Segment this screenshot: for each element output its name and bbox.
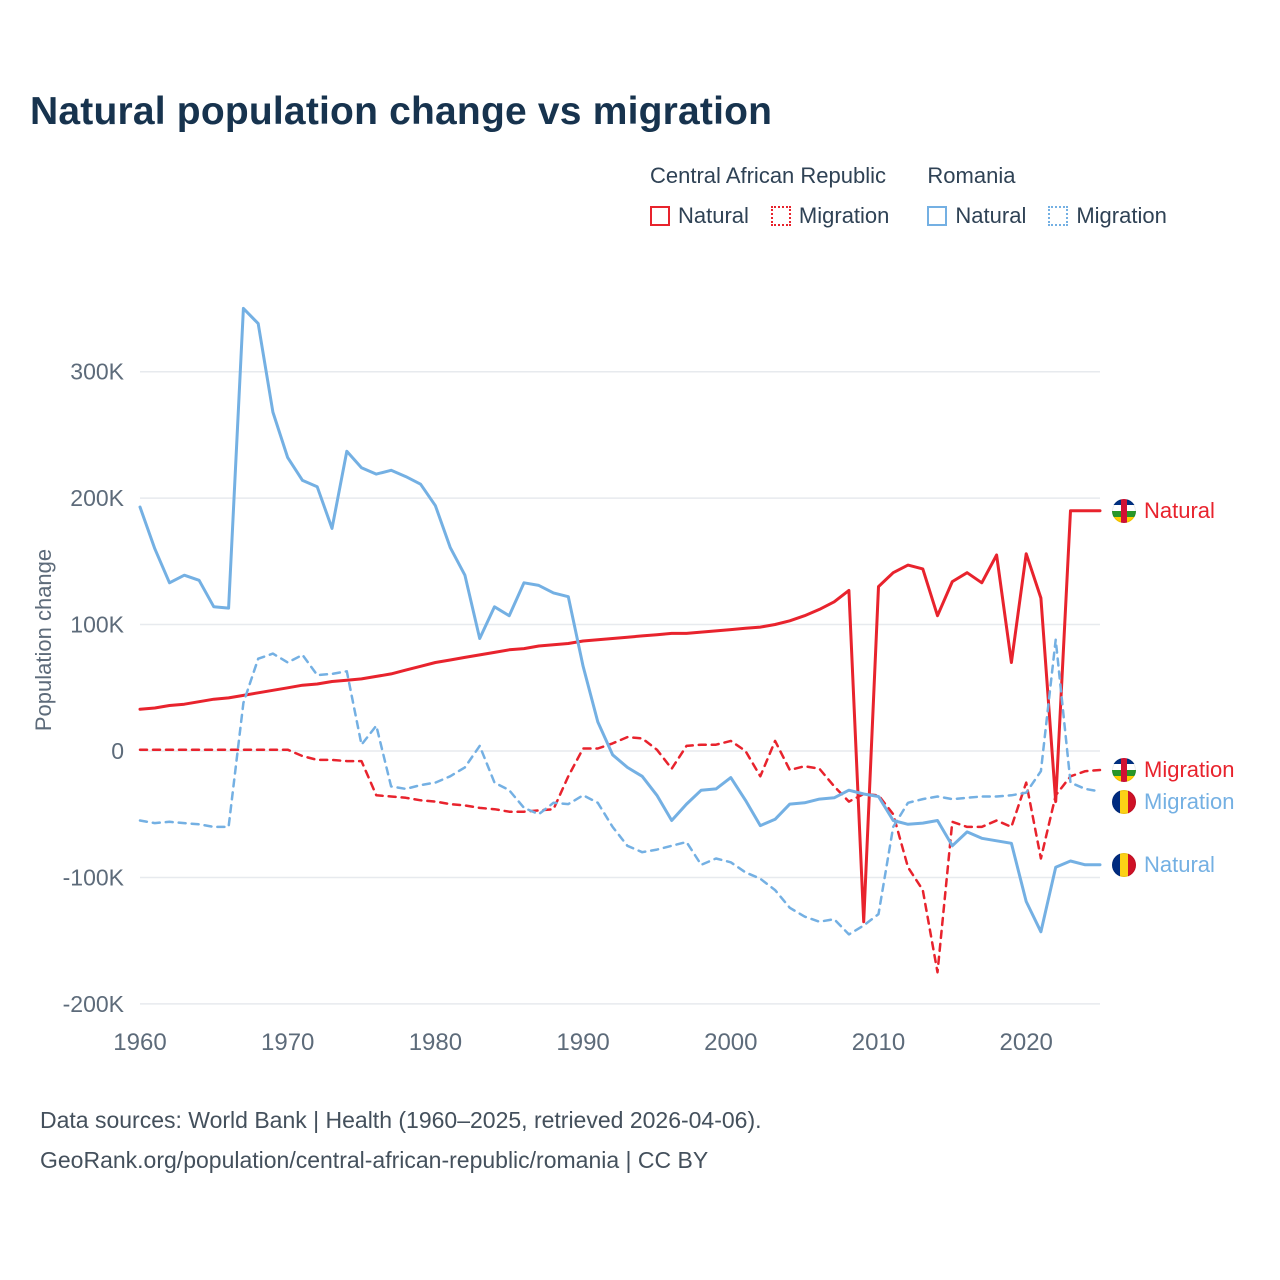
y-tick-label: 300K [70, 359, 124, 385]
end-label-text: Natural [1144, 852, 1215, 877]
x-tick-label: 2020 [1000, 1029, 1053, 1056]
legend-item-label: Migration [798, 203, 890, 228]
legend: Central African Republic Natural Migrati… [650, 163, 1167, 229]
flag-romania-icon [1112, 853, 1136, 877]
legend-group-central-african-republic: Central African Republic Natural Migrati… [650, 163, 889, 229]
x-tick-label: 1970 [261, 1029, 314, 1056]
x-tick-label: 1990 [556, 1029, 609, 1056]
legend-country-label: Central African Republic [650, 163, 887, 188]
y-tick-label: 100K [70, 612, 124, 638]
x-tick-label: 1960 [113, 1029, 166, 1056]
end-label-text: Natural [1144, 498, 1215, 523]
y-tick-label: 200K [70, 485, 124, 511]
legend-item-label: Natural [678, 203, 749, 228]
legend-country-label: Romania [927, 163, 1016, 188]
chart-title: Natural population change vs migration [30, 90, 773, 133]
legend-item-romania-migration[interactable]: Migration [1048, 203, 1167, 229]
swatch-romania-migration-icon [1048, 206, 1069, 226]
end-label-romania-natural: Natural [1112, 851, 1215, 879]
series-line-car-natural [138, 509, 1102, 924]
y-tick-label: 0 [111, 738, 124, 764]
flag-car-icon [1112, 499, 1136, 523]
swatch-romania-natural-icon [927, 206, 948, 226]
x-tick-label: 2010 [852, 1029, 905, 1056]
series-line-romania-natural [138, 306, 1102, 934]
series-line-car-migration [138, 735, 1102, 974]
y-tick-label: -200K [63, 991, 125, 1017]
footer: Data sources: World Bank | Health (1960–… [40, 1100, 762, 1181]
end-label-car-migration: Migration [1112, 756, 1234, 784]
end-label-romania-migration: Migration [1112, 788, 1234, 816]
legend-item-romania-natural[interactable]: Natural [927, 203, 1026, 229]
legend-item-label: Natural [955, 203, 1027, 228]
swatch-car-natural-icon [650, 206, 670, 226]
x-tick-label: 2000 [704, 1029, 757, 1056]
legend-item-label: Migration [1076, 203, 1167, 228]
legend-item-car-natural[interactable]: Natural [650, 203, 749, 229]
end-label-car-natural: Natural [1112, 497, 1215, 525]
legend-group-romania: Romania Natural Migration [927, 163, 1167, 229]
legend-item-car-migration[interactable]: Migration [770, 203, 890, 229]
swatch-car-migration-icon [770, 206, 791, 226]
y-tick-label: -100K [63, 865, 125, 891]
end-label-text: Migration [1144, 789, 1235, 814]
flag-car-icon [1112, 758, 1136, 782]
series-line-romania-migration [138, 638, 1102, 936]
x-tick-label: 1980 [409, 1029, 462, 1056]
flag-romania-icon [1112, 790, 1136, 814]
legend-row: Natural Migration [927, 203, 1167, 229]
footer-sources: Data sources: World Bank | Health (1960–… [40, 1107, 762, 1133]
footer-attribution: GeoRank.org/population/central-african-r… [40, 1147, 709, 1174]
end-label-text: Migration [1144, 757, 1235, 782]
legend-row: Natural Migration [650, 203, 889, 229]
